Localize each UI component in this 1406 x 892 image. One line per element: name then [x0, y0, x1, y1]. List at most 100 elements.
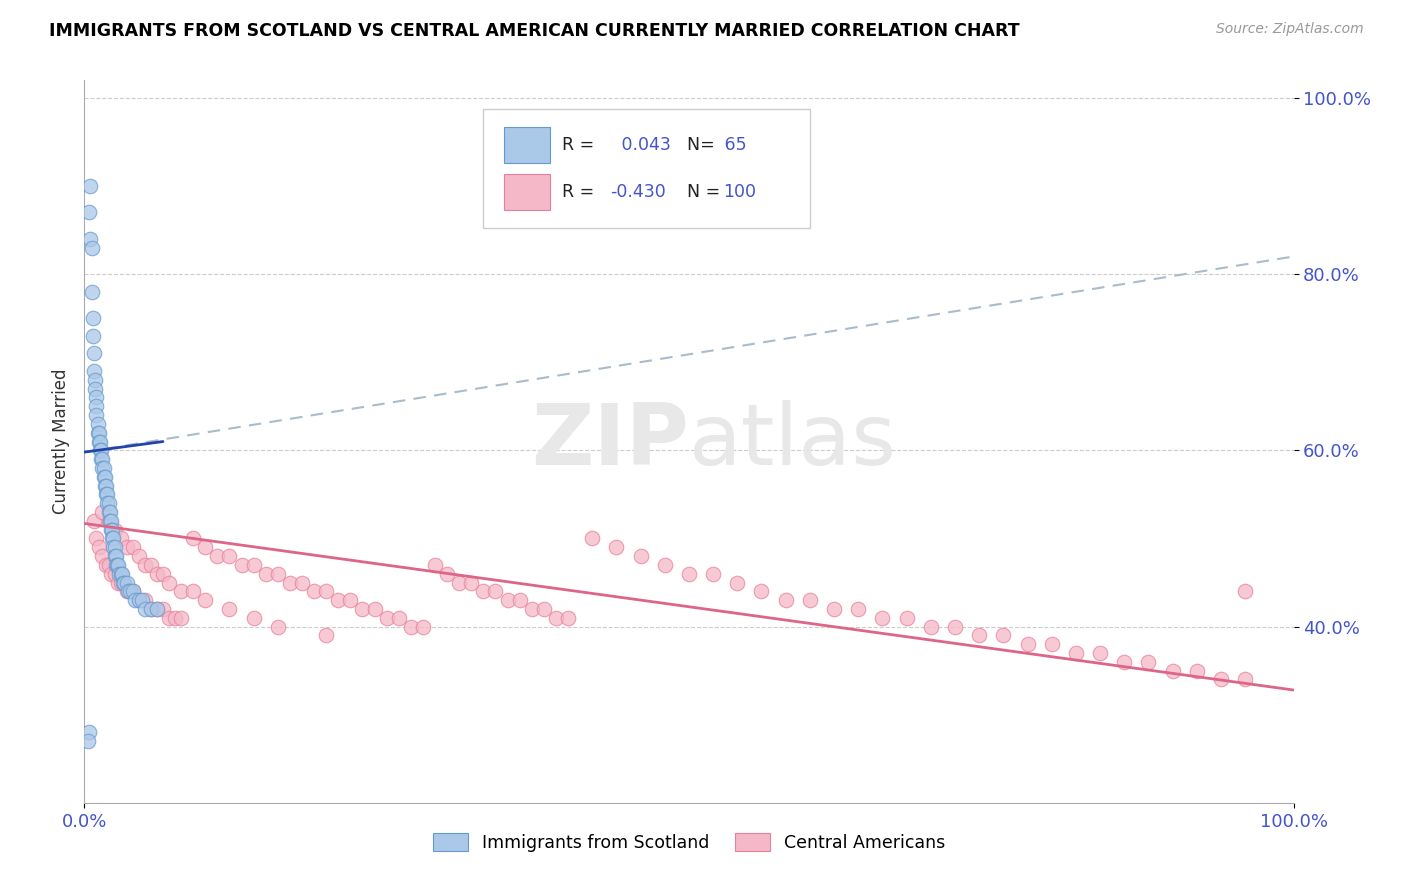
Point	[472, 584, 495, 599]
Point	[91, 452, 114, 467]
Text: R =: R =	[562, 136, 600, 154]
Point	[115, 584, 138, 599]
Point	[83, 514, 105, 528]
Point	[139, 558, 162, 572]
Point	[315, 584, 337, 599]
Point	[1137, 655, 1160, 669]
Point	[520, 602, 543, 616]
Point	[94, 487, 117, 501]
Point	[98, 514, 121, 528]
Point	[86, 417, 108, 431]
Point	[98, 505, 121, 519]
Point	[121, 584, 143, 599]
Point	[100, 514, 122, 528]
Point	[152, 566, 174, 581]
Point	[82, 311, 104, 326]
Point	[146, 602, 169, 616]
Point	[170, 611, 193, 625]
Point	[423, 558, 446, 572]
Point	[1209, 673, 1232, 687]
Point	[105, 558, 128, 572]
Point	[121, 541, 143, 555]
Point	[83, 346, 105, 360]
Point	[302, 584, 325, 599]
Point	[725, 575, 748, 590]
Point	[557, 611, 579, 625]
Point	[823, 602, 845, 616]
Point	[181, 532, 204, 546]
Point	[654, 558, 676, 572]
Text: ZIP: ZIP	[531, 400, 689, 483]
Point	[702, 566, 724, 581]
Point	[207, 549, 229, 563]
Point	[146, 602, 169, 616]
Point	[108, 566, 131, 581]
Point	[315, 628, 337, 642]
Point	[90, 452, 112, 467]
Point	[104, 523, 127, 537]
Point	[943, 619, 966, 633]
Point	[278, 575, 301, 590]
Point	[82, 328, 104, 343]
Point	[104, 566, 127, 581]
Point	[218, 602, 240, 616]
Point	[896, 611, 918, 625]
Point	[509, 593, 531, 607]
Point	[121, 584, 143, 599]
Y-axis label: Currently Married: Currently Married	[52, 368, 70, 515]
Point	[139, 602, 162, 616]
Point	[134, 602, 156, 616]
Point	[157, 575, 180, 590]
Point	[94, 470, 117, 484]
Point	[83, 364, 105, 378]
Text: 0.043: 0.043	[616, 136, 671, 154]
Point	[218, 549, 240, 563]
Point	[97, 496, 120, 510]
Point	[91, 549, 114, 563]
Point	[267, 619, 290, 633]
Point	[94, 478, 117, 492]
Point	[112, 575, 135, 590]
Point	[86, 391, 108, 405]
Point	[1088, 646, 1111, 660]
Point	[339, 593, 361, 607]
Point	[872, 611, 894, 625]
Point	[1040, 637, 1063, 651]
Point	[110, 532, 132, 546]
Point	[846, 602, 869, 616]
Point	[231, 558, 253, 572]
Point	[86, 532, 108, 546]
Point	[449, 575, 471, 590]
Point	[581, 532, 603, 546]
Point	[242, 558, 264, 572]
Point	[131, 593, 153, 607]
Point	[412, 619, 434, 633]
Point	[89, 434, 111, 449]
Point	[97, 505, 120, 519]
Point	[242, 611, 264, 625]
Point	[79, 232, 101, 246]
Point	[484, 584, 506, 599]
Point	[460, 575, 482, 590]
Text: 100: 100	[723, 183, 756, 202]
Point	[128, 593, 150, 607]
Point	[352, 602, 374, 616]
Point	[751, 584, 773, 599]
Point	[1234, 584, 1257, 599]
Text: -0.430: -0.430	[610, 183, 666, 202]
Point	[920, 619, 942, 633]
Point	[170, 584, 193, 599]
Point	[97, 558, 120, 572]
Point	[1114, 655, 1136, 669]
Point	[1064, 646, 1087, 660]
Point	[93, 470, 115, 484]
Text: N=: N=	[686, 136, 720, 154]
Point	[496, 593, 519, 607]
Point	[100, 566, 122, 581]
Point	[152, 602, 174, 616]
Point	[128, 593, 150, 607]
Point	[91, 461, 114, 475]
Point	[84, 373, 107, 387]
Point	[399, 619, 422, 633]
Point	[97, 514, 120, 528]
